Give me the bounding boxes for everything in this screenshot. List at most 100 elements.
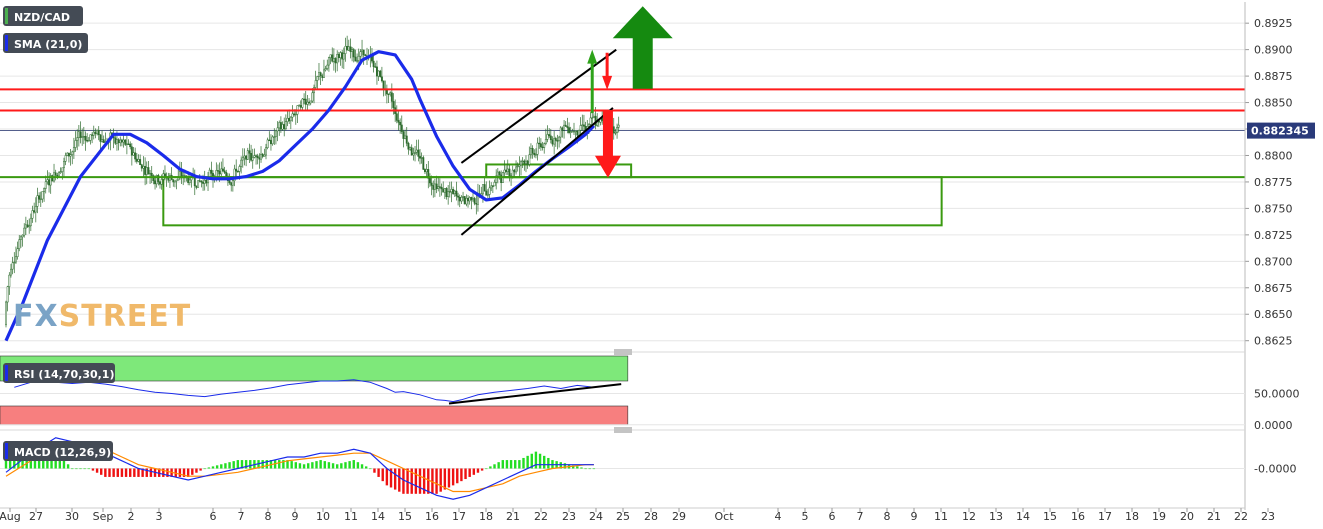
candle-body	[54, 172, 57, 176]
x-tick-label: 7	[857, 510, 864, 523]
candle-body	[433, 183, 436, 190]
x-tick-label: 16	[425, 510, 439, 523]
candle-body	[56, 174, 59, 177]
candle-body	[273, 136, 276, 138]
channel-trendline	[460, 48, 617, 164]
candle-body	[357, 55, 360, 61]
macd-signal-line	[5, 441, 594, 493]
price-tick-label: 0.8625	[1254, 335, 1293, 348]
legend-box-sma[interactable]	[3, 33, 88, 53]
price-plot-area[interactable]	[0, 2, 1245, 346]
legend-box-pair[interactable]	[3, 6, 83, 26]
x-tick-label: 6	[210, 510, 217, 523]
candle-body	[579, 125, 582, 131]
candle-body	[301, 98, 304, 108]
candle-body	[409, 147, 412, 150]
candle-body	[270, 140, 272, 145]
candle-body	[327, 57, 330, 66]
candle-body	[33, 210, 36, 213]
macd-histogram-bar	[514, 460, 517, 469]
macd-histogram-bar	[414, 468, 418, 494]
last-price-label: 0.882345	[1251, 125, 1309, 138]
macd-histogram-bar	[302, 464, 306, 469]
candle-body	[372, 60, 375, 67]
candle-body	[390, 92, 393, 102]
candle-body	[495, 175, 498, 183]
candle-body	[279, 122, 282, 130]
legend-swatch-sma	[5, 35, 8, 51]
x-tick-label: Oct	[714, 510, 734, 523]
candle-body	[337, 54, 340, 59]
candle-body	[197, 180, 200, 188]
candle-body	[137, 159, 140, 162]
candle-body	[274, 130, 277, 137]
x-tick-label: 2	[128, 510, 135, 523]
candle-body	[472, 198, 474, 201]
candle-body	[538, 142, 541, 145]
candle-body	[359, 51, 362, 57]
candle-body	[256, 155, 259, 159]
x-tick-label: 5	[802, 510, 809, 523]
candle-body	[531, 147, 534, 154]
candle-body	[346, 45, 349, 51]
candle-body	[402, 131, 405, 139]
macd-histogram-bar	[526, 455, 529, 469]
candle-body	[520, 161, 522, 166]
candle-body	[34, 206, 37, 213]
candle-body	[58, 172, 60, 177]
macd-histogram-bar	[249, 460, 252, 469]
candle-body	[404, 135, 407, 139]
x-tick-label: 3	[156, 510, 163, 523]
candle-body	[457, 195, 460, 198]
candle-body	[74, 140, 77, 148]
candle-body	[132, 152, 135, 156]
candle-body	[582, 124, 585, 127]
candle-body	[568, 127, 570, 133]
candle-body	[314, 80, 317, 88]
candle-body	[375, 66, 378, 77]
x-tick-label: 30	[65, 510, 79, 523]
price-candles	[5, 35, 620, 328]
macd-histogram-bar	[124, 468, 128, 477]
candle-body	[468, 197, 471, 202]
x-tick-label: 9	[292, 510, 299, 523]
candle-body	[51, 175, 54, 182]
candle-body	[483, 184, 486, 192]
candle-body	[591, 117, 594, 119]
macd-tick-label: -0.0000	[1254, 463, 1296, 476]
candle-body	[443, 188, 446, 193]
candle-body	[263, 154, 266, 157]
macd-histogram-bar	[571, 465, 575, 469]
candle-body	[496, 171, 499, 177]
candle-body	[558, 136, 561, 142]
macd-histogram-bar	[464, 468, 467, 480]
macd-histogram-bar	[559, 462, 562, 469]
candle-body	[578, 129, 580, 136]
candle-body	[144, 166, 147, 175]
candle-body	[437, 186, 440, 190]
legend-box-rsi[interactable]	[3, 363, 115, 383]
macd-histogram-bar	[83, 468, 86, 470]
arrow-down-icon	[594, 109, 621, 178]
price-legend: NZD/CAD SMA (21,0)	[3, 6, 88, 53]
macd-histogram-bar	[497, 462, 500, 469]
candle-body	[79, 131, 82, 138]
candle-body	[528, 154, 531, 165]
candle-body	[500, 174, 503, 183]
candle-body	[193, 177, 196, 187]
panel-divider-rsi[interactable]	[0, 349, 1245, 355]
legend-box-macd[interactable]	[3, 441, 113, 461]
panel-divider-macd[interactable]	[0, 427, 1245, 433]
candle-body	[503, 169, 506, 174]
candle-body	[49, 175, 52, 186]
candle-body	[26, 224, 29, 228]
macd-histogram-bar	[381, 468, 384, 482]
candle-body	[188, 179, 191, 183]
candle-body	[261, 153, 264, 157]
macd-histogram-bar	[344, 462, 347, 469]
macd-histogram-bar	[439, 468, 442, 492]
x-tick-label: Aug	[0, 510, 21, 523]
macd-histogram-bar	[141, 468, 144, 477]
macd-legend: MACD (12,26,9)	[3, 441, 113, 461]
